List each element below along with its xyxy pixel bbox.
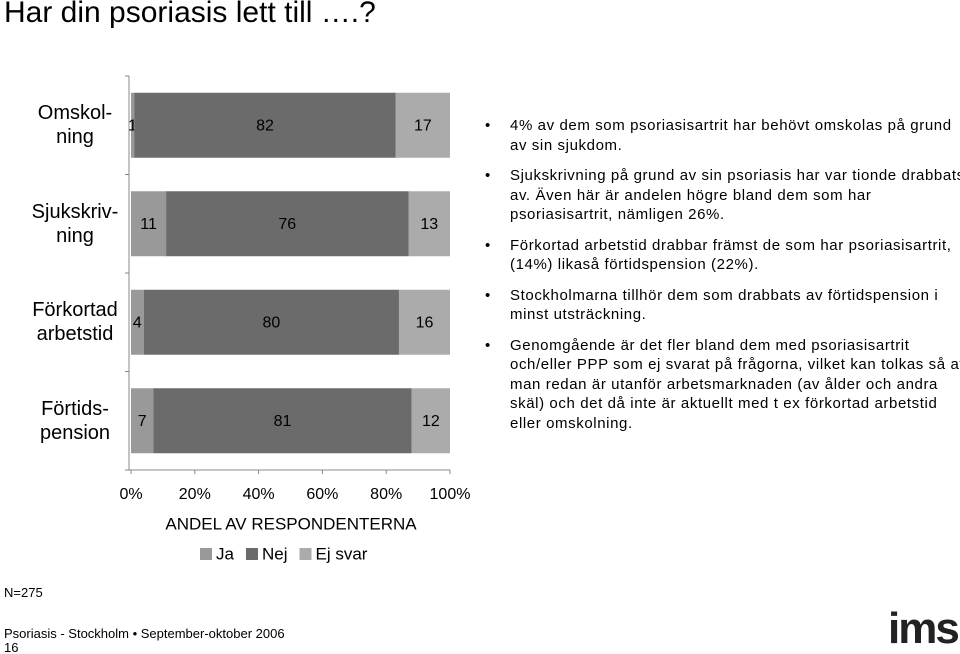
- bar-segment: [131, 191, 167, 257]
- value-label: 11: [140, 216, 157, 233]
- category-label: Sjukskriv- ning: [31, 200, 119, 247]
- x-tick-label: 100%: [430, 486, 471, 503]
- bar-segment: [131, 388, 154, 454]
- bar-segment: [166, 191, 409, 257]
- category-label: Omskol- ning: [37, 102, 113, 149]
- bar-segment: [131, 289, 144, 355]
- note: Sjukskrivning på grund av sin psoriasis …: [485, 166, 960, 225]
- bar-segment: [153, 388, 412, 454]
- bar-segment: [411, 388, 450, 454]
- x-tick-label: 20%: [179, 486, 211, 503]
- category-label: Förtids- pension: [39, 397, 111, 444]
- value-label: 12: [422, 413, 440, 430]
- category-label: Förkortad arbetstid: [32, 299, 118, 346]
- value-label: 17: [414, 117, 432, 134]
- value-label: 76: [278, 216, 296, 233]
- slide-title: Har din psoriasis lett till ….?: [4, 0, 376, 29]
- logo: ims: [888, 604, 960, 653]
- legend-label: Ja: [216, 544, 235, 563]
- note: Genomgående är det fler bland dem med ps…: [485, 336, 960, 434]
- value-label: 13: [420, 216, 438, 233]
- x-tick-label: 40%: [243, 486, 275, 503]
- note: 4% av dem som psoriasisartrit har behövt…: [485, 116, 960, 155]
- value-label: 82: [256, 117, 274, 134]
- legend-swatch: [245, 548, 258, 560]
- bar-segment: [134, 92, 396, 158]
- legend-swatch: [200, 548, 212, 560]
- x-axis-title: ANDEL AV RESPONDENTERNA: [165, 514, 417, 533]
- page-number: 16: [4, 640, 19, 654]
- value-label: 4: [133, 314, 142, 331]
- bar-segment: [398, 289, 450, 355]
- value-label: 1: [128, 117, 137, 134]
- footer-source: Psoriasis - Stockholm • September-oktobe…: [4, 626, 285, 641]
- legend-label: Nej: [262, 544, 288, 563]
- bar-segment: [408, 191, 450, 257]
- x-tick-label: 0%: [119, 486, 142, 503]
- note: Stockholmarna tillhör dem som drabbats a…: [485, 286, 960, 325]
- note: Förkortad arbetstid drabbar främst de so…: [485, 236, 960, 275]
- bar-segment: [131, 92, 135, 158]
- value-label: 7: [138, 413, 147, 430]
- bar-segment: [143, 289, 399, 355]
- sample-size: N=275: [4, 585, 43, 600]
- x-tick-label: 60%: [306, 486, 338, 503]
- value-label: 81: [274, 413, 292, 430]
- x-tick-label: 80%: [370, 486, 402, 503]
- legend-label: Ej svar: [315, 544, 367, 563]
- value-label: 80: [262, 314, 280, 331]
- legend-swatch: [299, 548, 312, 560]
- value-label: 16: [416, 314, 434, 331]
- bar-segment: [395, 92, 450, 158]
- notes: 4% av dem som psoriasisartrit har behövt…: [483, 116, 960, 444]
